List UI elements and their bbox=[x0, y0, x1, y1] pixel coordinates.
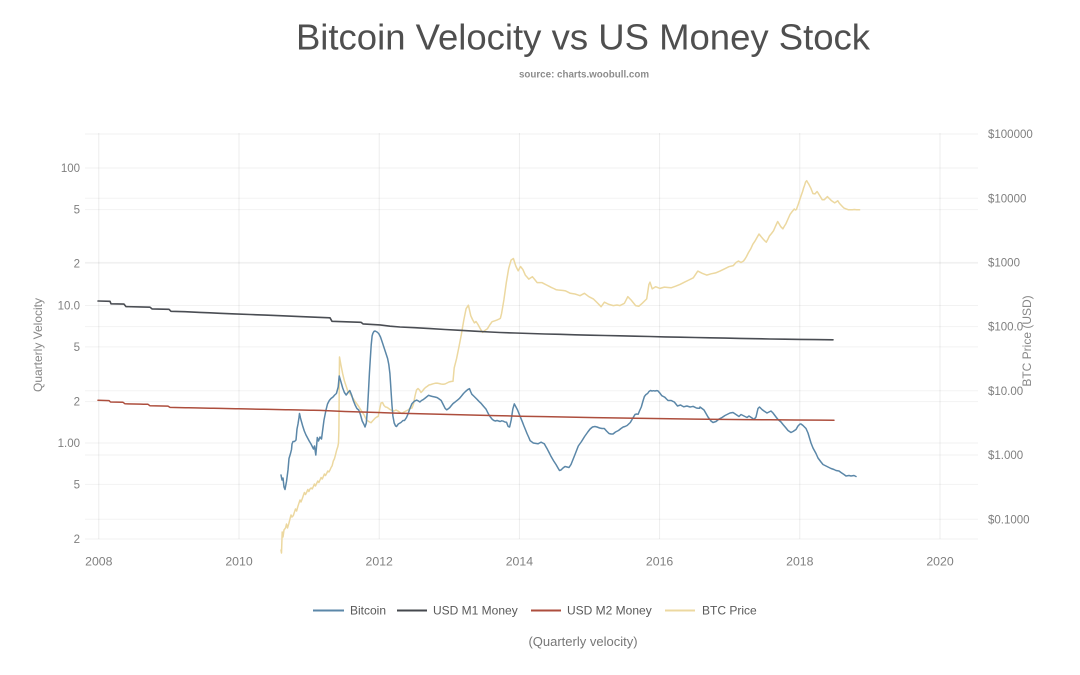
svg-text:source: charts.woobull.com: source: charts.woobull.com bbox=[519, 70, 649, 81]
svg-text:2: 2 bbox=[74, 397, 80, 409]
svg-text:(Quarterly velocity): (Quarterly velocity) bbox=[528, 634, 637, 649]
svg-text:Bitcoin Velocity vs US Money S: Bitcoin Velocity vs US Money Stock bbox=[296, 17, 871, 58]
svg-text:$100000: $100000 bbox=[988, 129, 1033, 141]
svg-text:BTC Price: BTC Price bbox=[702, 604, 757, 618]
svg-text:1.00: 1.00 bbox=[58, 438, 80, 450]
svg-text:2020: 2020 bbox=[926, 555, 954, 569]
svg-text:2016: 2016 bbox=[646, 555, 674, 569]
svg-text:USD M2 Money: USD M2 Money bbox=[567, 604, 652, 618]
svg-text:BTC Price (USD): BTC Price (USD) bbox=[1020, 295, 1034, 386]
svg-text:2: 2 bbox=[74, 534, 80, 546]
svg-text:$10.00: $10.00 bbox=[988, 386, 1023, 398]
svg-text:$0.1000: $0.1000 bbox=[988, 514, 1030, 526]
svg-text:2014: 2014 bbox=[506, 555, 534, 569]
svg-text:5: 5 bbox=[74, 205, 80, 217]
svg-text:2012: 2012 bbox=[366, 555, 394, 569]
svg-text:$100.0: $100.0 bbox=[988, 322, 1023, 334]
svg-text:Quarterly Velocity: Quarterly Velocity bbox=[31, 298, 45, 392]
svg-text:2008: 2008 bbox=[85, 555, 113, 569]
svg-text:100: 100 bbox=[61, 163, 80, 175]
svg-text:$1000: $1000 bbox=[988, 258, 1020, 270]
svg-text:$1.000: $1.000 bbox=[988, 450, 1023, 462]
svg-text:$10000: $10000 bbox=[988, 193, 1026, 205]
svg-text:2018: 2018 bbox=[786, 555, 814, 569]
svg-text:5: 5 bbox=[74, 480, 80, 492]
svg-text:USD M1 Money: USD M1 Money bbox=[433, 604, 518, 618]
svg-text:2: 2 bbox=[74, 258, 80, 270]
svg-text:2010: 2010 bbox=[225, 555, 253, 569]
svg-text:Bitcoin: Bitcoin bbox=[350, 604, 386, 618]
svg-text:5: 5 bbox=[74, 342, 80, 354]
svg-text:10.0: 10.0 bbox=[58, 301, 80, 313]
